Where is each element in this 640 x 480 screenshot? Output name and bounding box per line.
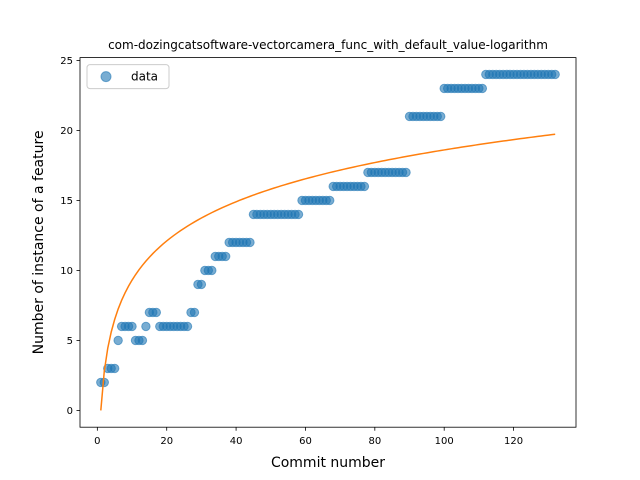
x-tick-label: 80 (368, 436, 381, 447)
data-point (196, 279, 207, 290)
legend-label-data: data (131, 70, 158, 84)
fit-line (100, 133, 556, 411)
y-tick-label: 5 (67, 336, 73, 347)
data-point (436, 111, 446, 122)
data-point (401, 167, 411, 178)
x-tick-label: 0 (94, 436, 100, 447)
y-tick-label: 0 (67, 406, 73, 417)
data-point (325, 195, 335, 206)
x-tick-label: 120 (504, 436, 523, 447)
x-axis-label: Commit number (271, 455, 385, 471)
data-point (245, 237, 255, 248)
data-point (141, 321, 151, 332)
legend: data (86, 64, 170, 90)
legend-marker (100, 71, 112, 83)
fit-line-group (100, 133, 556, 411)
data-point (109, 363, 120, 374)
data-point (137, 335, 148, 346)
axes-frame (79, 57, 577, 428)
legend-box (86, 64, 170, 90)
y-axis-label: Number of instance of a feature (31, 130, 47, 354)
y-tick-label: 15 (60, 196, 73, 207)
data-point (189, 307, 200, 318)
data-point (550, 69, 560, 80)
data-point (113, 335, 123, 346)
x-tick-label: 40 (230, 436, 243, 447)
data-point (220, 251, 231, 262)
data-point (207, 265, 217, 276)
y-tick-label: 25 (60, 56, 73, 67)
data-point (151, 307, 162, 318)
x-tick-label: 60 (299, 436, 312, 447)
y-tick-label: 20 (60, 126, 73, 137)
data-point (293, 209, 304, 220)
x-tick-label: 100 (435, 436, 454, 447)
chart-title: com-dozingcatsoftware-vectorcamera_func_… (108, 38, 548, 52)
y-tick-label: 10 (60, 266, 73, 277)
x-tick-label: 20 (160, 436, 173, 447)
data-points (96, 69, 560, 388)
data-point (182, 321, 193, 332)
x-axis-ticks: 0 20 40 60 80 100 120 (94, 427, 523, 447)
data-point (477, 83, 488, 94)
data-point (359, 181, 370, 192)
data-point (127, 321, 137, 332)
y-axis-ticks: 0 5 10 15 20 25 (60, 56, 80, 417)
